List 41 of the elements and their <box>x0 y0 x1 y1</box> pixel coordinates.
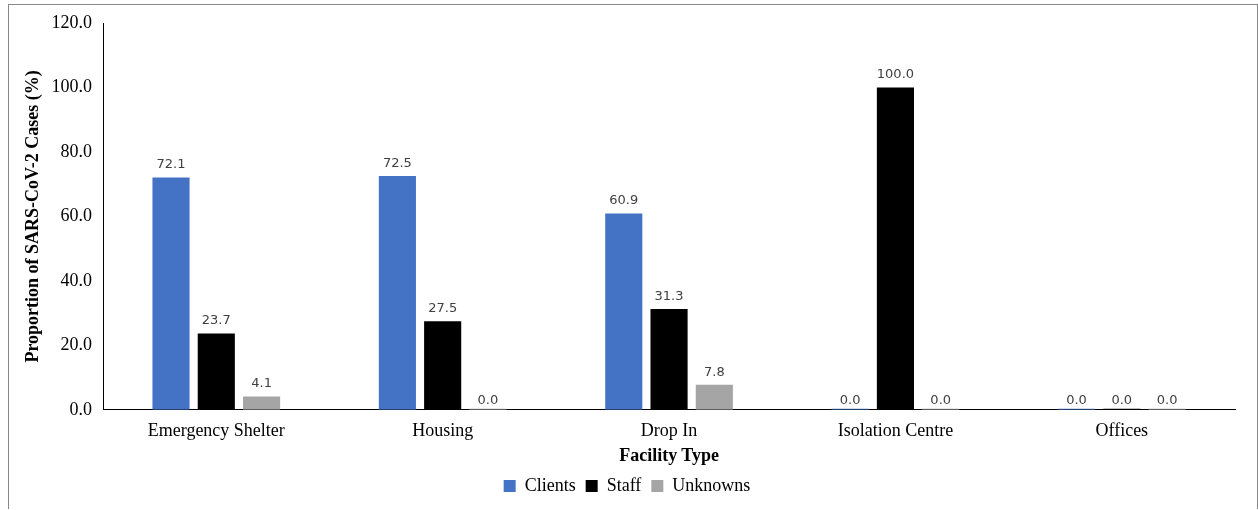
data-label: 27.5 <box>428 300 458 316</box>
data-label: 0.0 <box>930 391 952 407</box>
y-tick-label: 100.0 <box>51 76 93 97</box>
data-label: 0.0 <box>1156 391 1178 407</box>
bar <box>152 177 190 410</box>
y-tick-label: 120.0 <box>51 11 93 32</box>
bar <box>197 333 235 410</box>
data-label: 0.0 <box>1111 391 1133 407</box>
data-label: 31.3 <box>654 287 684 303</box>
bar <box>378 176 416 410</box>
data-label: 7.8 <box>703 363 725 379</box>
legend-label: Unknowns <box>672 474 751 495</box>
x-tick-label: Drop In <box>640 420 698 441</box>
legend-label: Staff <box>606 474 642 495</box>
data-label: 0.0 <box>839 391 861 407</box>
data-label: 72.1 <box>156 156 186 172</box>
data-label: 72.5 <box>382 154 412 170</box>
x-tick-label: Offices <box>1095 420 1149 441</box>
data-label: 4.1 <box>251 375 272 391</box>
y-axis-title: Proportion of SARS-CoV-2 Cases (%) <box>22 70 44 363</box>
bar <box>695 384 733 410</box>
data-label: 23.7 <box>201 312 231 328</box>
y-tick-label: 40.0 <box>60 269 93 290</box>
y-tick-label: 0.0 <box>69 398 93 419</box>
bar <box>650 308 688 410</box>
bar <box>605 213 643 410</box>
y-tick-label: 80.0 <box>60 140 93 161</box>
data-label: 100.0 <box>876 66 915 82</box>
data-label: 0.0 <box>1066 391 1087 407</box>
bar <box>876 87 914 410</box>
x-tick-label: Housing <box>412 420 474 441</box>
bar <box>424 321 462 410</box>
x-tick-label: Isolation Centre <box>837 420 954 441</box>
x-tick-label: Emergency Shelter <box>147 420 285 441</box>
y-tick-label: 60.0 <box>60 205 93 226</box>
legend-label: Clients <box>524 474 576 495</box>
y-tick-label: 20.0 <box>60 334 93 355</box>
data-label: 60.9 <box>609 192 639 208</box>
bar <box>243 396 281 410</box>
data-label: 0.0 <box>477 391 499 407</box>
x-axis-title: Facility Type <box>619 444 719 465</box>
